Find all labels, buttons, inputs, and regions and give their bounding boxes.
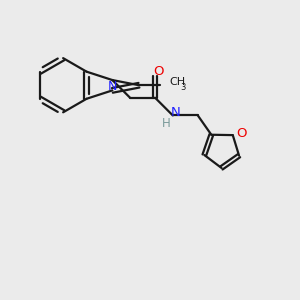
Text: O: O bbox=[153, 65, 164, 78]
Text: H: H bbox=[162, 117, 171, 130]
Text: N: N bbox=[171, 106, 181, 119]
Text: O: O bbox=[236, 127, 246, 140]
Text: 3: 3 bbox=[181, 83, 186, 92]
Text: N: N bbox=[108, 80, 117, 93]
Text: CH: CH bbox=[170, 77, 186, 87]
